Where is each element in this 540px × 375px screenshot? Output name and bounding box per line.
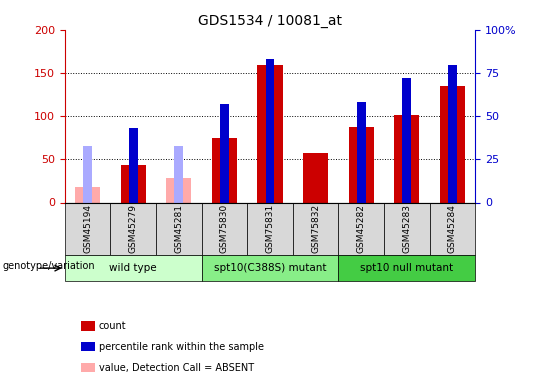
Text: GSM45282: GSM45282	[357, 204, 366, 253]
Bar	[448, 64, 457, 203]
Text: value, Detection Call = ABSENT: value, Detection Call = ABSENT	[99, 363, 254, 372]
Text: spt10(C388S) mutant: spt10(C388S) mutant	[214, 263, 326, 273]
Bar	[166, 178, 191, 203]
Text: GSM45194: GSM45194	[83, 204, 92, 253]
Text: spt10 null mutant: spt10 null mutant	[360, 263, 454, 273]
Bar	[440, 86, 465, 202]
Bar	[201, 255, 339, 281]
Bar	[83, 146, 92, 202]
Bar	[156, 202, 201, 255]
Bar	[258, 64, 282, 203]
Bar	[201, 202, 247, 255]
Text: GSM45283: GSM45283	[402, 204, 411, 253]
Text: GSM75832: GSM75832	[311, 204, 320, 254]
Bar	[303, 153, 328, 203]
Bar	[430, 202, 475, 255]
Text: percentile rank within the sample: percentile rank within the sample	[99, 342, 264, 352]
Text: genotype/variation: genotype/variation	[3, 261, 96, 271]
Bar	[394, 116, 420, 202]
Bar	[129, 128, 138, 202]
Bar	[120, 165, 146, 202]
Bar	[402, 78, 411, 203]
Text: count: count	[99, 321, 126, 331]
Text: GSM75830: GSM75830	[220, 204, 229, 254]
Bar	[266, 59, 274, 202]
Text: wild type: wild type	[110, 263, 157, 273]
Bar	[65, 255, 201, 281]
Bar	[75, 187, 100, 202]
Title: GDS1534 / 10081_at: GDS1534 / 10081_at	[198, 13, 342, 28]
Bar	[174, 146, 183, 202]
Bar	[384, 202, 430, 255]
Bar	[339, 202, 384, 255]
Bar	[65, 202, 110, 255]
Bar	[220, 104, 229, 202]
Bar	[110, 202, 156, 255]
Text: GSM45281: GSM45281	[174, 204, 183, 253]
Text: GSM45279: GSM45279	[129, 204, 138, 253]
Text: GSM45284: GSM45284	[448, 204, 457, 253]
Bar	[339, 255, 475, 281]
Bar	[247, 202, 293, 255]
Bar	[212, 138, 237, 202]
Bar	[349, 128, 374, 202]
Bar	[293, 202, 339, 255]
Text: GSM75831: GSM75831	[266, 204, 274, 254]
Bar	[357, 102, 366, 202]
